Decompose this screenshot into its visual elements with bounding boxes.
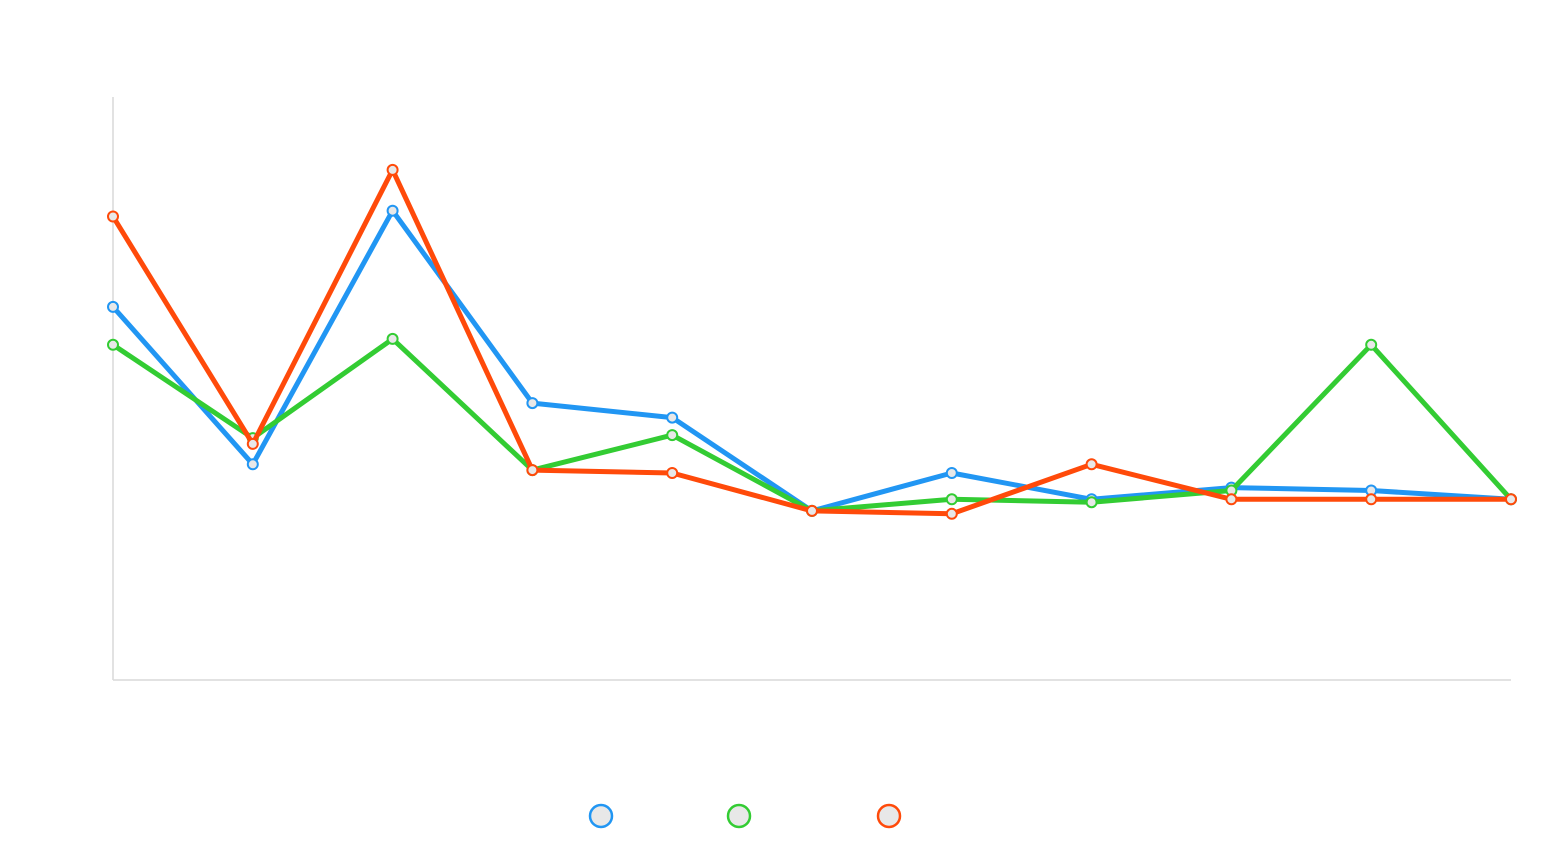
series-2-point-7[interactable] [945,493,958,506]
series-2-point-5[interactable] [666,429,679,442]
series-1-point-1[interactable] [107,300,119,313]
series-1-point-3[interactable] [386,204,399,217]
series-2-point-1[interactable] [107,338,119,351]
series-3 [107,163,1517,520]
series-1-point-5[interactable] [666,411,679,424]
legend-marker-series-1[interactable] [588,803,614,829]
series-layer [107,163,1517,520]
series-1-point-2[interactable] [246,458,259,471]
series-1 [107,204,1517,517]
series-1-point-4[interactable] [526,397,539,410]
series-2-point-8[interactable] [1085,496,1098,509]
series-3-point-2[interactable] [246,437,259,450]
series-2-point-10[interactable] [1365,338,1378,351]
series-3-point-11[interactable] [1505,493,1517,506]
series-3-point-3[interactable] [386,163,399,176]
series-3-point-8[interactable] [1085,458,1098,471]
series-3-point-6[interactable] [806,504,818,517]
legend-marker-series-2[interactable] [726,803,752,829]
series-3-point-1[interactable] [107,210,119,223]
axes [112,97,1511,681]
series-3-point-4[interactable] [526,464,539,477]
series-1-line [110,208,1514,514]
legend-marker-series-3[interactable] [876,803,902,829]
series-3-point-9[interactable] [1225,493,1238,506]
series-3-point-7[interactable] [945,507,958,520]
series-1-point-7[interactable] [945,467,958,479]
series-2-point-3[interactable] [386,332,399,345]
series-3-point-5[interactable] [666,467,679,479]
series-3-point-10[interactable] [1365,493,1378,506]
series-2-line [110,336,1514,514]
legend [588,803,902,829]
